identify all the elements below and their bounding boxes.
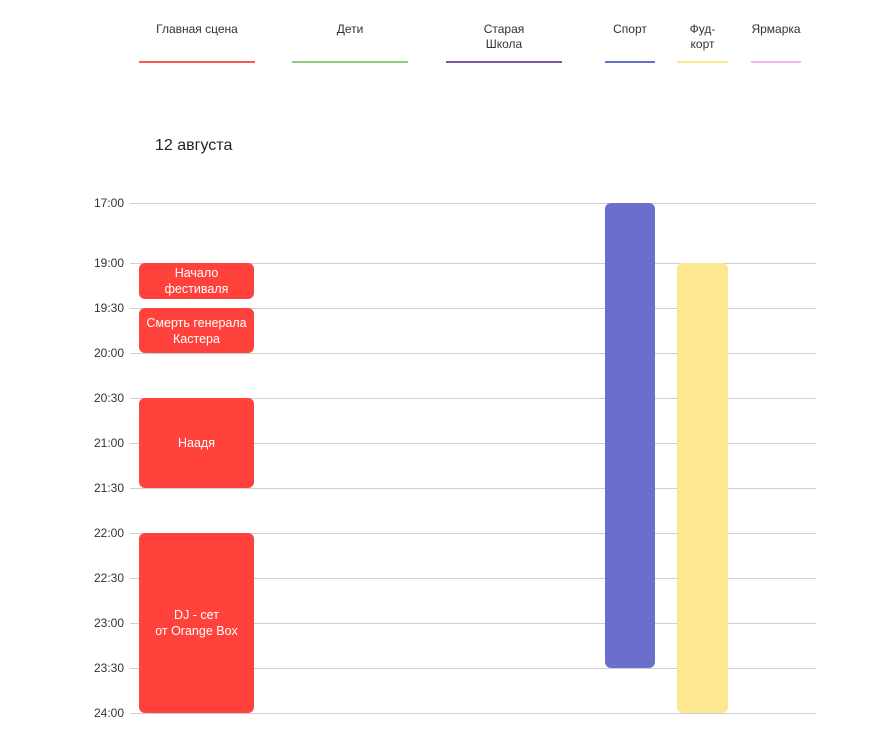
time-gridline <box>130 623 816 624</box>
stage-label: Старая Школа <box>483 22 525 51</box>
time-label: 22:00 <box>93 526 124 540</box>
stage-label: Дети <box>336 22 364 36</box>
stage-color-line <box>751 61 801 63</box>
stage-foodcourt[interactable]: Фуд- корт <box>677 22 728 63</box>
time-label: 21:30 <box>93 481 124 495</box>
time-label: 24:00 <box>93 706 124 720</box>
stage-label: Фуд- корт <box>689 22 716 51</box>
time-gridline <box>130 398 816 399</box>
time-label: 21:00 <box>93 436 124 450</box>
time-gridline <box>130 308 816 309</box>
event-bar[interactable] <box>605 203 655 668</box>
time-label: 17:00 <box>93 196 124 210</box>
stage-color-line <box>605 61 655 63</box>
stage-kids[interactable]: Дети <box>292 22 408 63</box>
time-label: 23:00 <box>93 616 124 630</box>
time-label: 20:30 <box>93 391 124 405</box>
time-gridline <box>130 533 816 534</box>
time-gridline <box>130 263 816 264</box>
time-gridline <box>130 668 816 669</box>
time-gridline <box>130 713 816 714</box>
event-bar[interactable] <box>677 263 728 713</box>
event-block[interactable]: Наадя <box>139 398 254 488</box>
event-label: DJ - сет от Orange Box <box>155 608 238 638</box>
day-title: 12 августа <box>155 137 233 154</box>
stage-label: Главная сцена <box>156 22 238 36</box>
event-block[interactable]: Начало фестиваля <box>139 263 254 299</box>
time-label: 20:00 <box>93 346 124 360</box>
stage-color-line <box>677 61 728 63</box>
stage-fair[interactable]: Ярмарка <box>751 22 801 63</box>
time-gridline <box>130 203 816 204</box>
time-label: 19:30 <box>93 301 124 315</box>
event-label: Начало фестиваля <box>164 266 229 296</box>
stage-old-school[interactable]: Старая Школа <box>446 22 562 63</box>
stage-label: Ярмарка <box>751 22 801 36</box>
time-gridline <box>130 488 816 489</box>
time-gridline <box>130 578 816 579</box>
event-block[interactable]: DJ - сет от Orange Box <box>139 533 254 713</box>
time-label: 19:00 <box>93 256 124 270</box>
event-label: Смерть генерала Кастера <box>146 315 247 346</box>
time-gridline <box>130 353 816 354</box>
stage-color-line <box>446 61 562 63</box>
stage-main[interactable]: Главная сцена <box>139 22 255 63</box>
stage-sport[interactable]: Спорт <box>605 22 655 63</box>
stage-label: Спорт <box>613 22 647 36</box>
event-label: Наадя <box>178 436 215 450</box>
time-gridline <box>130 443 816 444</box>
time-label: 23:30 <box>93 661 124 675</box>
stage-color-line <box>292 61 408 63</box>
event-block[interactable]: Смерть генерала Кастера <box>139 308 254 353</box>
stage-color-line <box>139 61 255 63</box>
time-label: 22:30 <box>93 571 124 585</box>
